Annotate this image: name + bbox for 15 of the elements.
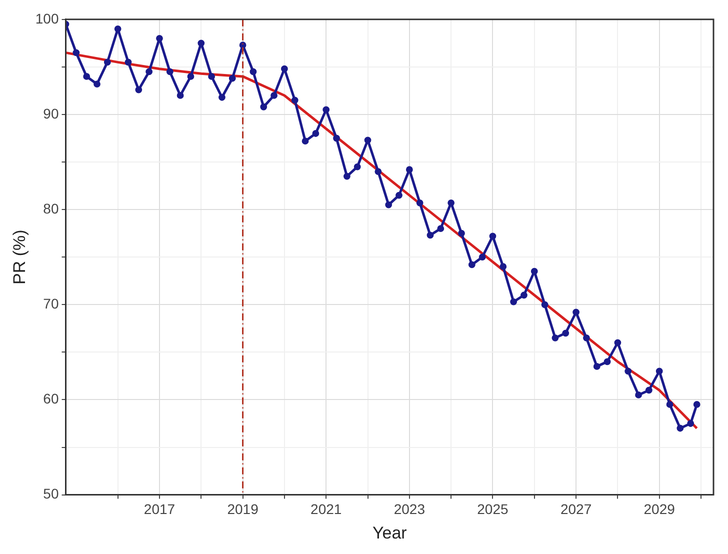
x-tick-label: 2023 bbox=[394, 501, 426, 518]
x-tick-label: 2029 bbox=[644, 501, 676, 518]
y-tick-label: 70 bbox=[43, 296, 59, 312]
y-tick-label: 50 bbox=[43, 486, 59, 502]
y-axis-title: PR (%) bbox=[10, 230, 29, 284]
y-tick-label: 80 bbox=[43, 200, 59, 216]
x-tick-label: 2025 bbox=[477, 501, 509, 518]
y-tick-label: 100 bbox=[35, 10, 59, 26]
y-tick-label: 90 bbox=[43, 105, 59, 122]
y-tick-label: 60 bbox=[43, 390, 59, 407]
x-tick-label: 2021 bbox=[310, 501, 342, 518]
x-tick-label: 2019 bbox=[227, 501, 259, 518]
x-tick-label: 2017 bbox=[144, 501, 176, 518]
x-tick-label: 2027 bbox=[560, 501, 592, 518]
x-axis-title: Year bbox=[372, 523, 408, 542]
